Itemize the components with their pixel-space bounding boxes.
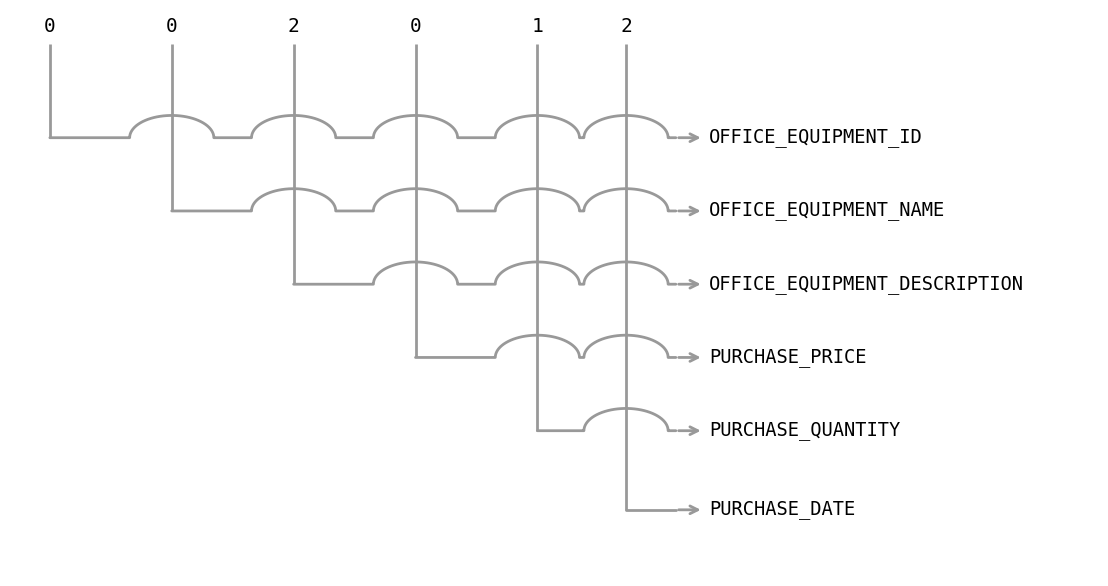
Text: OFFICE_EQUIPMENT_NAME: OFFICE_EQUIPMENT_NAME: [709, 202, 945, 220]
Text: PURCHASE_PRICE: PURCHASE_PRICE: [709, 348, 866, 367]
Text: PURCHASE_QUANTITY: PURCHASE_QUANTITY: [709, 421, 901, 440]
Text: OFFICE_EQUIPMENT_DESCRIPTION: OFFICE_EQUIPMENT_DESCRIPTION: [709, 275, 1024, 294]
Text: 0: 0: [44, 17, 55, 36]
Text: 2: 2: [620, 17, 632, 36]
Text: PURCHASE_DATE: PURCHASE_DATE: [709, 500, 855, 519]
Text: 1: 1: [532, 17, 543, 36]
Text: 0: 0: [410, 17, 421, 36]
Text: 2: 2: [288, 17, 299, 36]
Text: 0: 0: [166, 17, 177, 36]
Text: OFFICE_EQUIPMENT_ID: OFFICE_EQUIPMENT_ID: [709, 128, 923, 147]
